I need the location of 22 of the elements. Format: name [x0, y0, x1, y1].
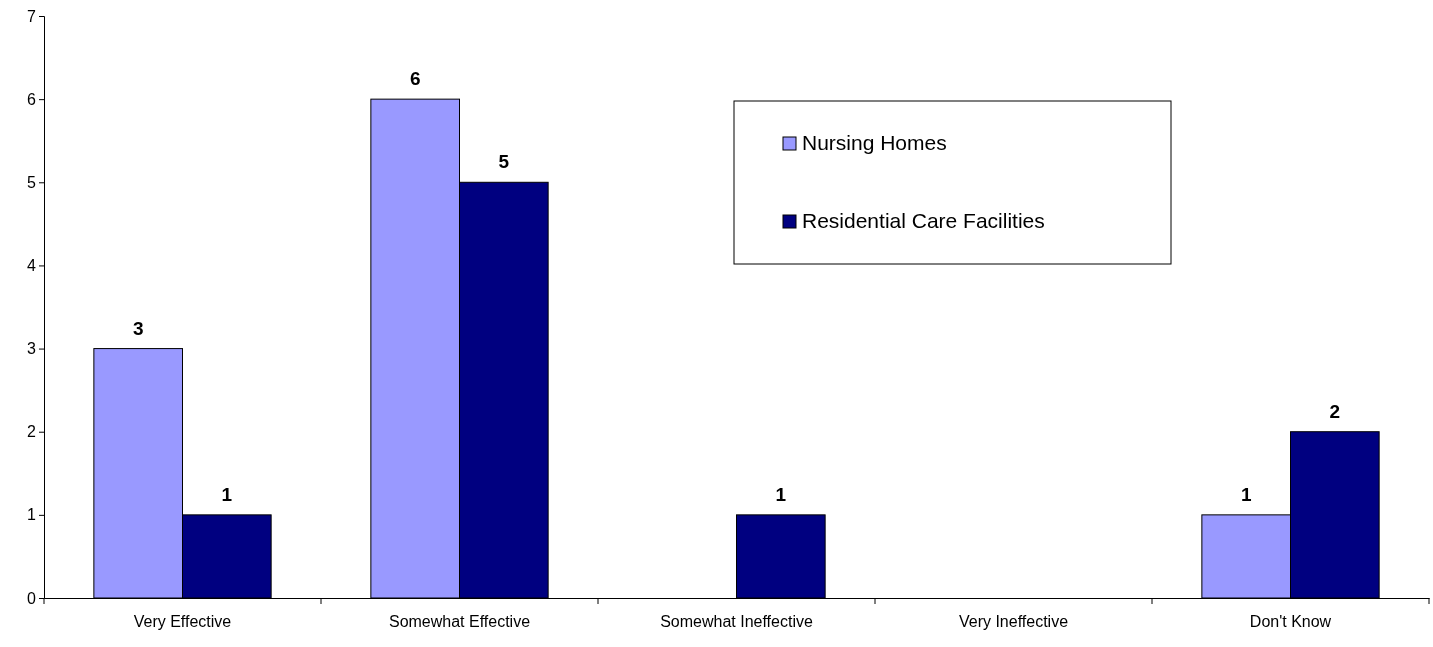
data-label: 6 [409, 68, 421, 90]
x-tick-label: Somewhat Ineffective [660, 612, 813, 630]
data-label: 2 [1329, 400, 1341, 422]
legend-label: Residential Care Facilities [802, 209, 1045, 232]
data-label: 1 [775, 483, 787, 505]
y-tick-label: 2 [27, 423, 37, 441]
data-label: 3 [132, 317, 144, 339]
y-tick-label: 1 [27, 506, 37, 524]
y-tick-label: 0 [27, 589, 37, 607]
y-tick-label: 5 [27, 173, 37, 191]
y-tick-label: 7 [27, 7, 37, 25]
x-tick-label: Very Effective [133, 612, 232, 630]
x-tick-label: Don't Know [1249, 612, 1332, 630]
data-label: 1 [221, 483, 233, 505]
y-tick-label: 6 [27, 90, 37, 108]
data-label: 1 [1240, 483, 1252, 505]
legend-label: Nursing Homes [802, 131, 947, 154]
x-tick-label: Very Ineffective [958, 612, 1069, 630]
x-tick-label: Somewhat Effective [388, 612, 531, 630]
y-tick-label: 4 [27, 257, 37, 275]
y-tick-label: 3 [27, 340, 37, 358]
data-label: 5 [498, 151, 510, 173]
